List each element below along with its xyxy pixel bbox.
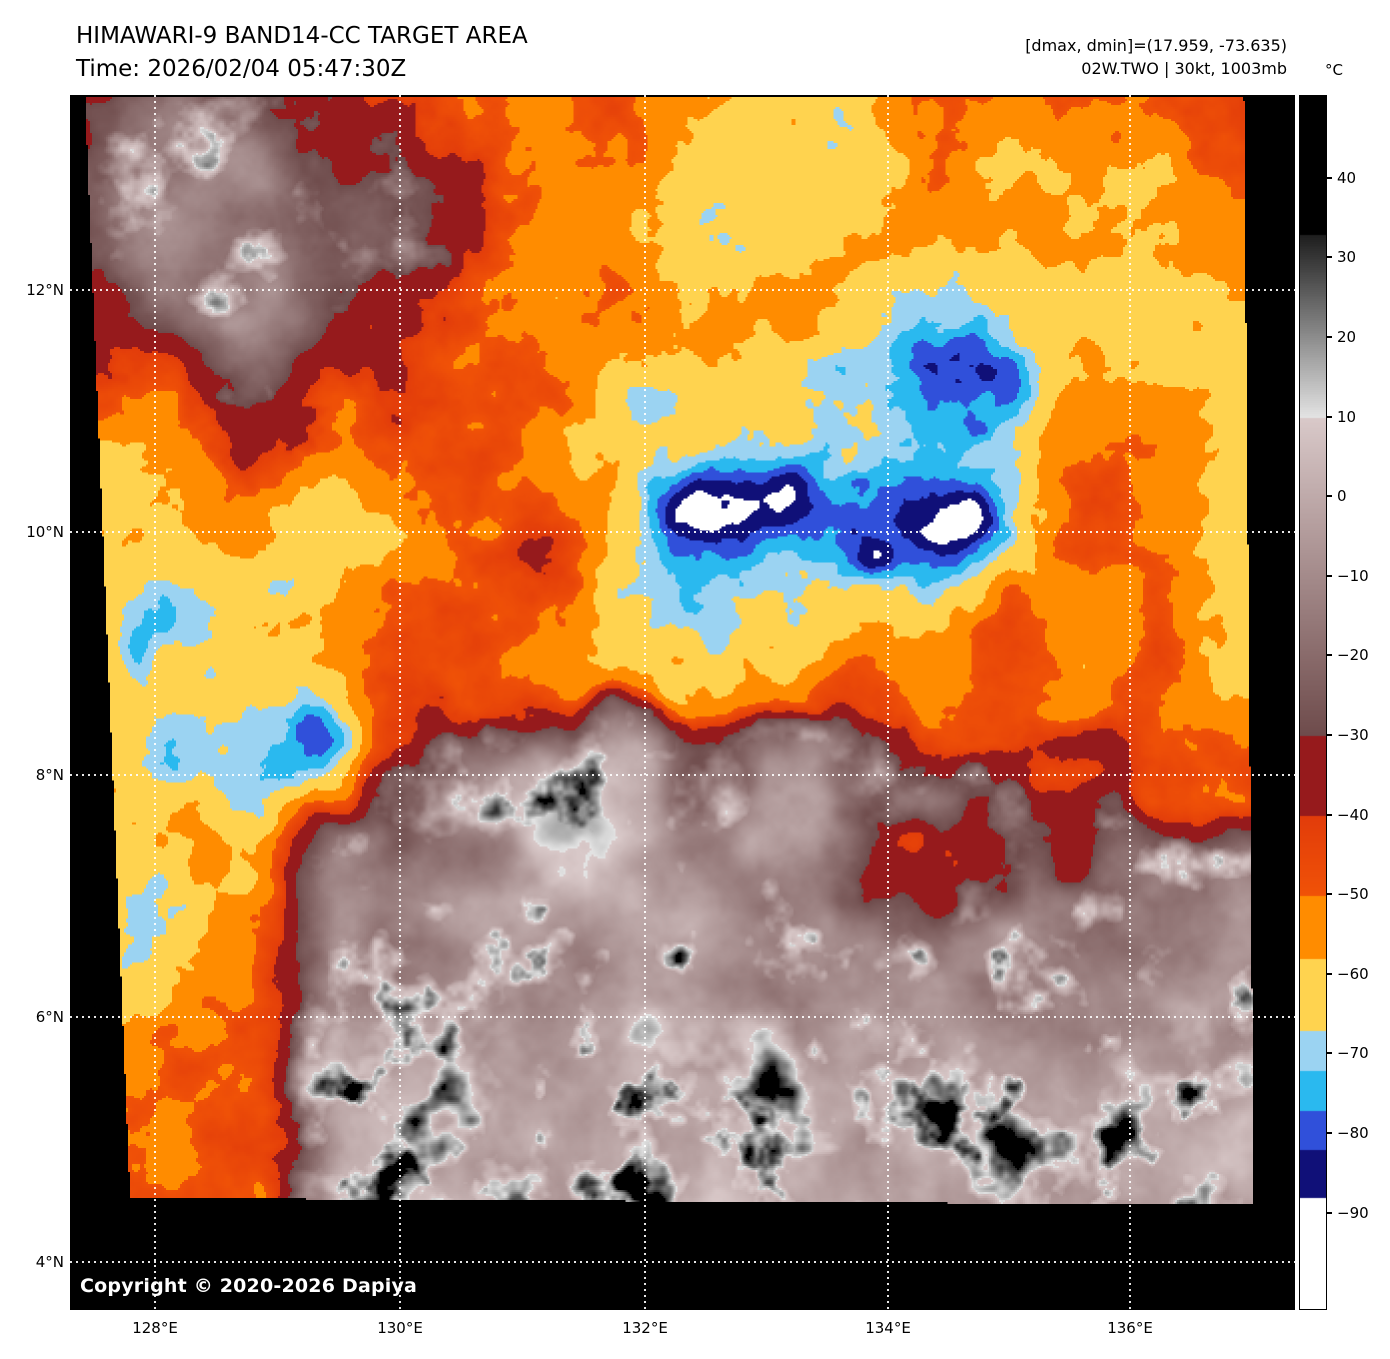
dmax-dmin-readout: [dmax, dmin]=(17.959, -73.635) bbox=[1025, 36, 1287, 55]
colorbar-canvas bbox=[1300, 96, 1326, 1309]
gridline-v bbox=[154, 95, 156, 1310]
colorbar-tick-label: 0 bbox=[1337, 487, 1347, 506]
colorbar-unit-label: °C bbox=[1325, 61, 1343, 79]
product-title: HIMAWARI-9 BAND14-CC TARGET AREA bbox=[76, 23, 528, 49]
gridline-v bbox=[887, 95, 889, 1310]
colorbar-tick-mark bbox=[1327, 1052, 1332, 1055]
colorbar-tick-label: −50 bbox=[1337, 885, 1369, 904]
storm-readout: 02W.TWO | 30kt, 1003mb bbox=[1081, 59, 1287, 78]
colorbar-tick-mark bbox=[1327, 415, 1332, 418]
latlon-gridlines bbox=[70, 95, 1295, 1310]
colorbar-tick-label: −90 bbox=[1337, 1203, 1369, 1222]
copyright-text: Copyright © 2020-2026 Dapiya bbox=[80, 1275, 418, 1297]
colorbar-tick-mark bbox=[1327, 495, 1332, 498]
gridline-h bbox=[70, 1016, 1295, 1018]
lon-tick-label: 130°E bbox=[377, 1319, 423, 1337]
map-plot-area: Copyright © 2020-2026 Dapiya bbox=[70, 95, 1295, 1310]
colorbar-tick-mark bbox=[1327, 893, 1332, 896]
lon-tick-label: 136°E bbox=[1107, 1319, 1153, 1337]
figure-meta-block: [dmax, dmin]=(17.959, -73.635) 02W.TWO |… bbox=[1025, 34, 1287, 80]
lat-tick-label: 10°N bbox=[26, 523, 64, 541]
colorbar-tick-mark bbox=[1327, 256, 1332, 259]
colorbar-tick-label: −10 bbox=[1337, 566, 1369, 585]
satellite-image-canvas bbox=[70, 95, 1295, 1310]
colorbar-tick-label: −20 bbox=[1337, 646, 1369, 665]
lon-tick-label: 134°E bbox=[865, 1319, 911, 1337]
gridline-v bbox=[644, 95, 646, 1310]
lon-tick-label: 128°E bbox=[132, 1319, 178, 1337]
lat-tick-label: 6°N bbox=[35, 1008, 64, 1026]
lat-tick-label: 8°N bbox=[35, 766, 64, 784]
lon-tick-label: 132°E bbox=[622, 1319, 668, 1337]
colorbar bbox=[1299, 95, 1327, 1310]
colorbar-tick-mark bbox=[1327, 335, 1332, 338]
gridline-h bbox=[70, 289, 1295, 291]
figure-title-block: HIMAWARI-9 BAND14-CC TARGET AREA Time: 2… bbox=[76, 20, 528, 86]
colorbar-tick-label: −60 bbox=[1337, 964, 1369, 983]
colorbar-tick-label: 40 bbox=[1337, 168, 1357, 187]
gridline-v bbox=[399, 95, 401, 1310]
colorbar-tick-label: 30 bbox=[1337, 248, 1357, 267]
colorbar-tick-mark bbox=[1327, 1131, 1332, 1134]
colorbar-tick-label: 10 bbox=[1337, 407, 1357, 426]
colorbar-tick-mark bbox=[1327, 574, 1332, 577]
colorbar-tick-label: −40 bbox=[1337, 805, 1369, 824]
colorbar-tick-mark bbox=[1327, 972, 1332, 975]
colorbar-tick-mark bbox=[1327, 654, 1332, 657]
lat-tick-label: 4°N bbox=[35, 1253, 64, 1271]
colorbar-tick-label: 20 bbox=[1337, 327, 1357, 346]
lat-tick-label: 12°N bbox=[26, 281, 64, 299]
colorbar-tick-label: −70 bbox=[1337, 1044, 1369, 1063]
gridline-v bbox=[1129, 95, 1131, 1310]
colorbar-tick-mark bbox=[1327, 176, 1332, 179]
colorbar-tick-mark bbox=[1327, 1211, 1332, 1214]
gridline-h bbox=[70, 531, 1295, 533]
gridline-h bbox=[70, 774, 1295, 776]
colorbar-tick-label: −30 bbox=[1337, 725, 1369, 744]
product-time: Time: 2026/02/04 05:47:30Z bbox=[76, 56, 407, 82]
gridline-h bbox=[70, 1261, 1295, 1263]
colorbar-tick-mark bbox=[1327, 813, 1332, 816]
colorbar-tick-mark bbox=[1327, 733, 1332, 736]
colorbar-tick-label: −80 bbox=[1337, 1123, 1369, 1142]
